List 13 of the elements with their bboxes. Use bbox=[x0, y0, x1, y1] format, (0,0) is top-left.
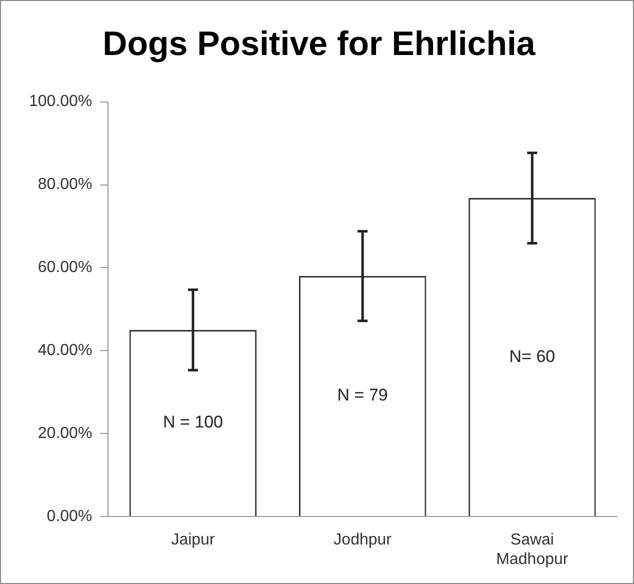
y-tick-label: 20.00% bbox=[38, 425, 92, 442]
y-tick-label: 100.00% bbox=[28, 93, 92, 110]
y-tick-label: 40.00% bbox=[38, 342, 92, 360]
y-tick-label: 60.00% bbox=[38, 259, 92, 276]
x-tick-label: Jodhpur bbox=[334, 532, 392, 549]
annotation: N= 60 bbox=[509, 346, 556, 366]
annotation: N = 79 bbox=[337, 386, 388, 405]
x-tick-label: Sawai Madhopur bbox=[496, 532, 569, 568]
annotation: N = 100 bbox=[162, 412, 223, 432]
chart-title: Dogs Positive for Ehrlichia bbox=[102, 24, 536, 63]
y-tick-label: 0.00% bbox=[46, 508, 92, 526]
y-tick-label: 80.00% bbox=[38, 176, 92, 194]
x-tick-label: Jaipur bbox=[171, 532, 216, 549]
